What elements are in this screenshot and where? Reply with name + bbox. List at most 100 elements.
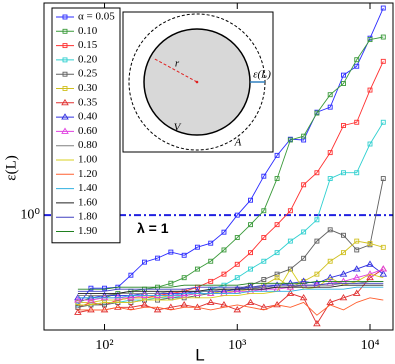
marker [208,258,214,264]
marker [314,217,320,223]
legend-label: 0.25 [78,68,98,80]
marker [62,43,68,49]
marker [327,176,333,182]
legend-label: 0.60 [78,125,98,137]
marker [273,300,281,308]
reference-label: λ = 1 [137,220,169,236]
marker [87,305,95,313]
marker [327,150,333,156]
series-line [77,280,384,290]
marker [62,28,68,34]
marker [153,305,162,313]
marker [61,98,69,106]
marker [352,273,361,281]
marker [181,252,187,258]
marker [261,277,267,282]
marker [127,293,135,301]
marker [287,238,293,244]
marker [248,197,253,203]
marker [62,14,68,20]
inset-label: V [174,122,182,134]
marker [354,247,360,253]
marker [260,303,268,310]
marker [379,270,388,277]
plot-frame [43,2,394,331]
series-line [77,268,384,306]
marker [87,296,95,303]
legend-label: 1.20 [78,168,98,180]
legend-label: 1.80 [78,211,98,223]
series-line [77,178,384,308]
marker [74,308,82,315]
marker [167,303,175,310]
legend-label: 0.35 [78,96,98,108]
inset-label: ε(L) [253,69,271,81]
inset-label: r [175,58,180,70]
legend-label: 1.00 [78,154,98,166]
marker [301,182,307,188]
legend-label: 1.60 [78,196,98,208]
legend-label: 1.40 [78,182,98,194]
marker [74,293,82,301]
marker [168,280,174,286]
marker [248,222,253,228]
marker [299,293,308,301]
marker [274,222,280,228]
marker [380,58,386,64]
marker [140,300,149,308]
x-axis-label: L [195,345,204,364]
marker [234,235,240,241]
marker [287,266,293,272]
marker [140,291,149,299]
marker [261,258,267,264]
marker [354,119,360,125]
marker [208,278,214,284]
marker [208,240,214,246]
series-line [77,286,384,299]
legend-label: 0.15 [78,39,98,51]
marker [261,235,267,241]
marker [367,37,373,43]
marker [354,63,360,69]
legend-label: 0.20 [78,53,98,65]
marker [327,227,333,233]
marker [114,303,122,310]
marker [221,229,227,235]
marker [168,249,174,255]
marker [366,260,374,267]
marker [61,127,69,134]
marker [142,259,147,265]
marker [314,271,320,277]
marker [314,238,320,244]
marker [352,265,361,272]
marker [274,275,280,281]
legend-label: 0.30 [78,82,98,94]
marker [341,81,346,86]
x-tick-label: 10⁴ [361,338,380,353]
marker [274,271,280,277]
inset: r V Aε(L) [122,11,274,153]
marker [206,298,215,305]
legend-label: α = 0.05 [78,11,115,23]
marker [354,170,360,176]
marker [301,133,307,139]
marker [74,296,82,303]
marker [62,57,68,63]
marker [88,285,94,291]
marker [314,110,320,116]
marker [341,72,346,78]
marker [180,300,188,308]
marker [379,265,388,272]
series-line [77,282,384,292]
marker [380,176,386,182]
marker [155,255,161,261]
marker [62,86,68,91]
marker [248,266,253,272]
x-tick-label: 10² [95,338,113,353]
marker [380,119,386,125]
y-tick-label: 10⁰ [20,207,40,222]
marker [301,255,307,261]
inset-center [195,80,199,84]
marker [61,113,69,120]
